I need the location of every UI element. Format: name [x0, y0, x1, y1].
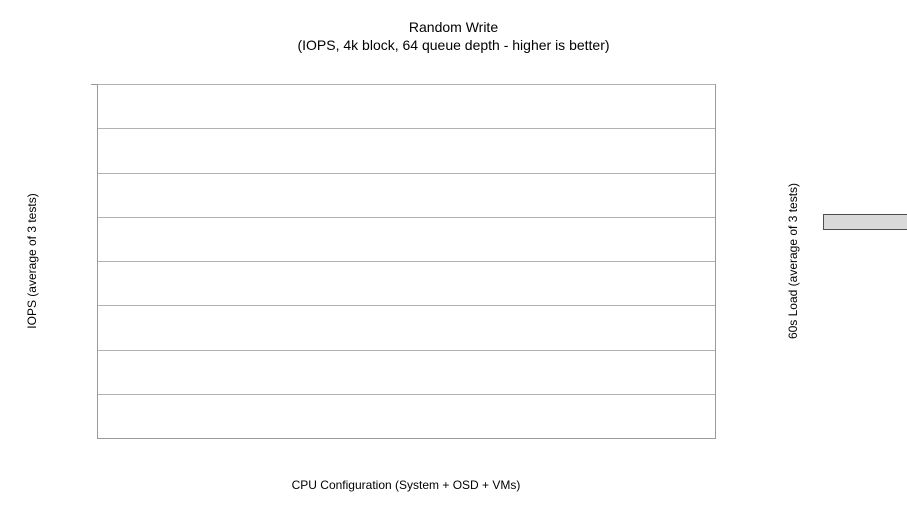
right-axis-title: 60s Load (average of 3 tests) [786, 182, 800, 340]
left-axis-title: IOPS (average of 3 tests) [25, 193, 39, 329]
gridline [97, 305, 715, 307]
left-tick-mark [91, 84, 97, 85]
y-axis-right-line [715, 84, 716, 439]
gridline [97, 349, 715, 351]
chart-subtitle: (IOPS, 4k block, 64 queue depth - higher… [297, 37, 610, 53]
gridline [97, 84, 715, 85]
gridline [97, 393, 715, 395]
gridline [97, 172, 715, 174]
gridline [97, 128, 715, 130]
y-axis-left-line [97, 84, 98, 438]
legend [823, 214, 907, 230]
x-axis-line [97, 438, 715, 439]
gridline [97, 216, 715, 218]
x-axis-title: CPU Configuration (System + OSD + VMs) [291, 478, 521, 492]
chart-title: Random Write [408, 19, 499, 35]
gridline [97, 261, 715, 262]
